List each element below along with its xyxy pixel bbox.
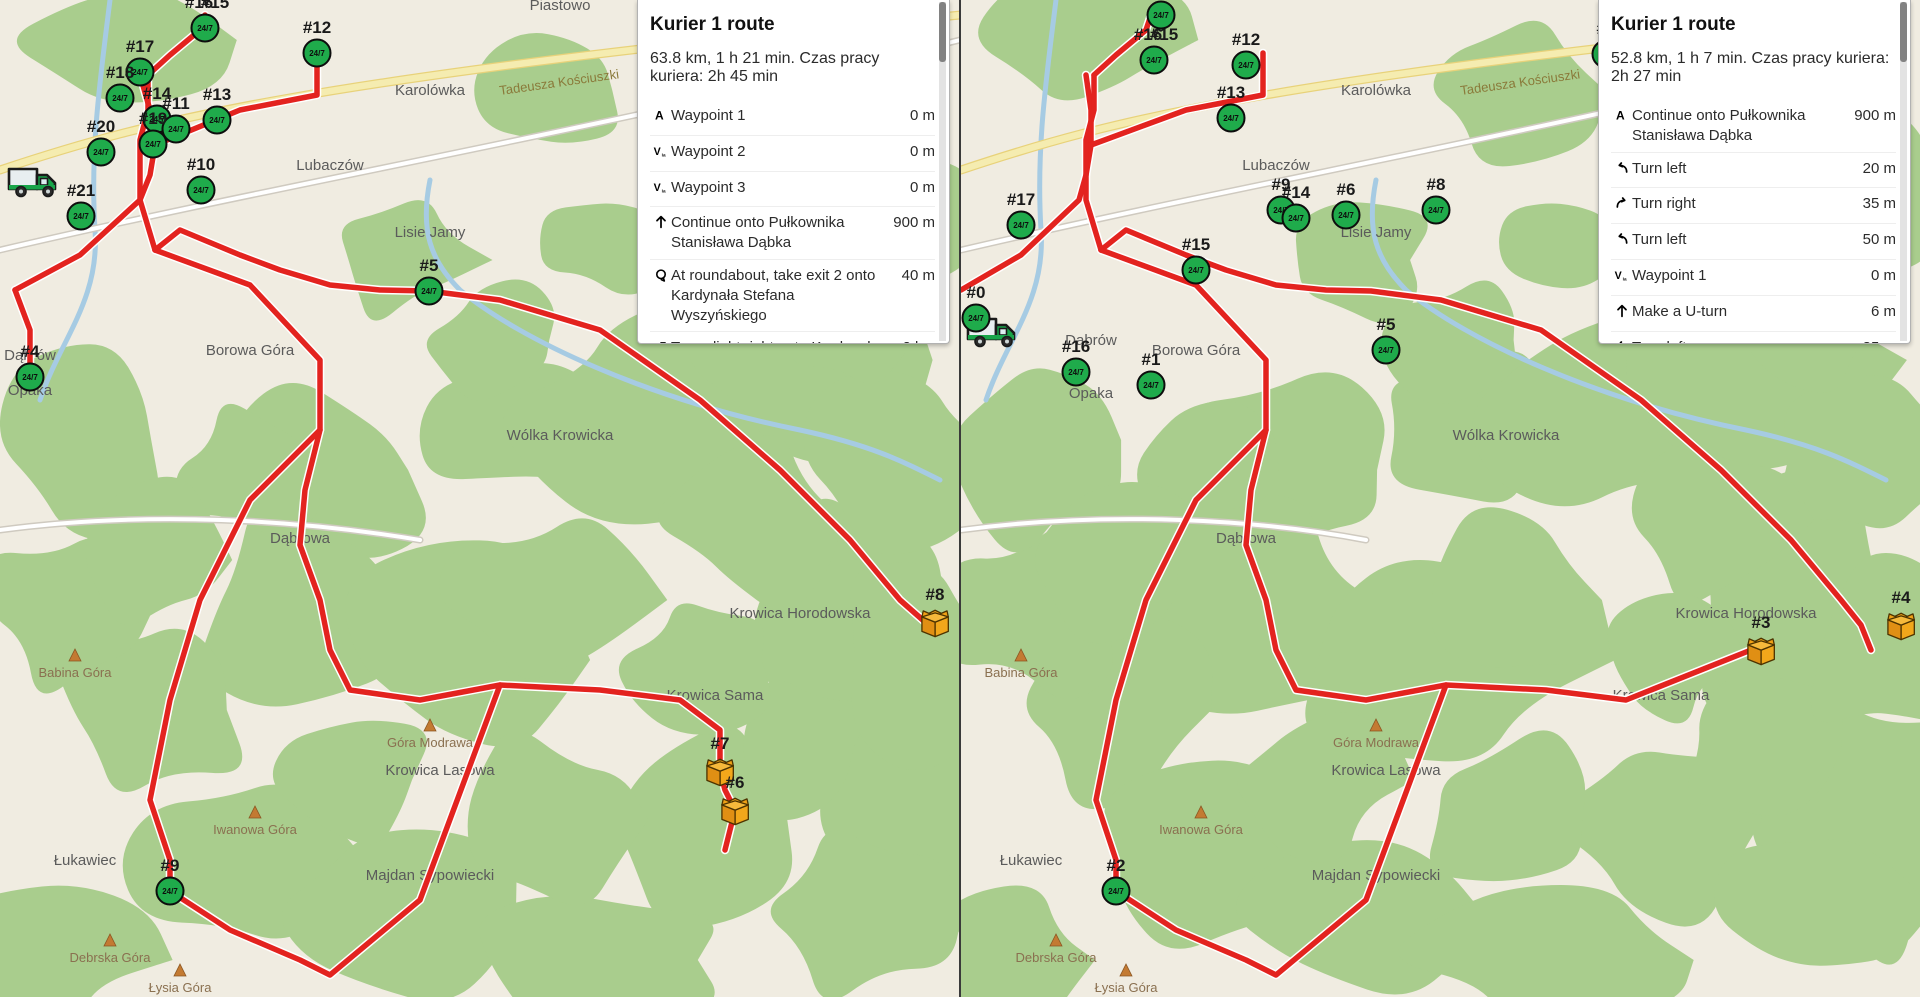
svg-text:#12: #12 [303,18,331,37]
svg-text:24/7: 24/7 [197,24,213,33]
svg-text:#0: #0 [967,283,986,302]
svg-text:#13: #13 [203,85,231,104]
svg-text:Łukawiec: Łukawiec [54,852,117,869]
svg-text:Karolówka: Karolówka [1341,82,1412,99]
svg-text:#15: #15 [1182,235,1210,254]
svg-text:24/7: 24/7 [1428,206,1444,215]
svg-text:Łukawiec: Łukawiec [1000,852,1063,869]
svg-text:24/7: 24/7 [1288,214,1304,223]
svg-text:Debrska Góra: Debrska Góra [70,950,152,965]
svg-text:#5: #5 [1377,315,1396,334]
svg-text:Krowica Horodowska: Krowica Horodowska [730,605,872,622]
svg-text:#13: #13 [1217,83,1245,102]
svg-text:24/7: 24/7 [1223,114,1239,123]
svg-text:24/7: 24/7 [1013,221,1029,230]
svg-text:24/7: 24/7 [1108,887,1124,896]
svg-text:Piastowo: Piastowo [530,0,591,14]
svg-text:24/7: 24/7 [309,49,325,58]
svg-text:Opaka: Opaka [1069,385,1114,402]
svg-text:Łysia Góra: Łysia Góra [1095,980,1159,995]
svg-text:Lubaczów: Lubaczów [296,157,364,174]
svg-text:ia: ia [661,152,665,157]
svg-text:#14: #14 [1282,183,1311,202]
svg-text:#4: #4 [1892,588,1911,607]
svg-text:#17: #17 [126,37,154,56]
svg-text:#16: #16 [1062,337,1090,356]
svg-text:24/7: 24/7 [1068,368,1084,377]
svg-text:#20: #20 [87,117,115,136]
svg-text:24/7: 24/7 [112,94,128,103]
svg-text:24/7: 24/7 [145,140,161,149]
svg-text:24/7: 24/7 [968,314,984,323]
svg-text:ia: ia [661,188,665,193]
svg-text:#8: #8 [1427,175,1446,194]
svg-text:V: V [1614,270,1622,282]
svg-text:24/7: 24/7 [421,287,437,296]
svg-text:Wólka Krowicka: Wólka Krowicka [1453,427,1560,444]
svg-text:Góra Modrawa: Góra Modrawa [1333,735,1420,750]
svg-text:#12: #12 [1232,30,1260,49]
svg-text:#9: #9 [161,856,180,875]
svg-text:A: A [1616,109,1625,123]
svg-text:24/7: 24/7 [193,186,209,195]
svg-text:Lisie Jamy: Lisie Jamy [395,224,466,241]
svg-text:ia: ia [1622,276,1626,281]
svg-text:24/7: 24/7 [1378,346,1394,355]
svg-text:#21: #21 [67,181,95,200]
svg-text:Karolówka: Karolówka [395,82,466,99]
svg-text:24/7: 24/7 [1143,381,1159,390]
svg-text:24/7: 24/7 [1188,266,1204,275]
svg-text:V: V [653,146,661,158]
svg-text:#8: #8 [926,585,945,604]
svg-text:24/7: 24/7 [1338,211,1354,220]
svg-text:Iwanowa Góra: Iwanowa Góra [1159,822,1244,837]
svg-text:Babina Góra: Babina Góra [39,665,113,680]
svg-text:Lubaczów: Lubaczów [1242,157,1310,174]
svg-text:Krowica Lasowa: Krowica Lasowa [385,762,495,779]
svg-text:Borowa Góra: Borowa Góra [1152,342,1241,359]
svg-text:#17: #17 [1007,190,1035,209]
svg-text:24/7: 24/7 [73,212,89,221]
svg-text:Łysia Góra: Łysia Góra [149,980,213,995]
svg-text:24/7: 24/7 [93,148,109,157]
svg-text:24/7: 24/7 [1153,11,1169,20]
svg-text:#4: #4 [21,342,40,361]
svg-text:#19: #19 [139,109,167,128]
svg-text:#15: #15 [201,0,229,12]
svg-text:Góra Modrawa: Góra Modrawa [387,735,474,750]
svg-text:#2: #2 [1107,856,1126,875]
svg-text:#7: #7 [711,734,730,753]
svg-text:24/7: 24/7 [209,116,225,125]
svg-text:Wólka Krowicka: Wólka Krowicka [507,427,614,444]
svg-text:#18: #18 [106,63,134,82]
svg-text:Krowica Horodowska: Krowica Horodowska [1676,605,1818,622]
svg-text:Babina Góra: Babina Góra [985,665,1059,680]
svg-text:24/7: 24/7 [1146,56,1162,65]
svg-text:#3: #3 [1752,613,1771,632]
svg-text:24/7: 24/7 [22,373,38,382]
svg-text:#6: #6 [726,773,745,792]
svg-text:24/7: 24/7 [168,125,184,134]
svg-text:#10: #10 [187,155,215,174]
svg-text:#6: #6 [1337,180,1356,199]
svg-text:Krowica Lasowa: Krowica Lasowa [1331,762,1441,779]
svg-text:Debrska Góra: Debrska Góra [1016,950,1098,965]
svg-text:#5: #5 [420,256,439,275]
svg-text:24/7: 24/7 [1238,61,1254,70]
svg-text:Borowa Góra: Borowa Góra [206,342,295,359]
svg-text:24/7: 24/7 [132,68,148,77]
svg-text:V: V [653,182,661,194]
svg-text:24/7: 24/7 [162,887,178,896]
svg-text:#1: #1 [1142,350,1161,369]
svg-text:Iwanowa Góra: Iwanowa Góra [213,822,298,837]
svg-text:A: A [655,109,664,123]
